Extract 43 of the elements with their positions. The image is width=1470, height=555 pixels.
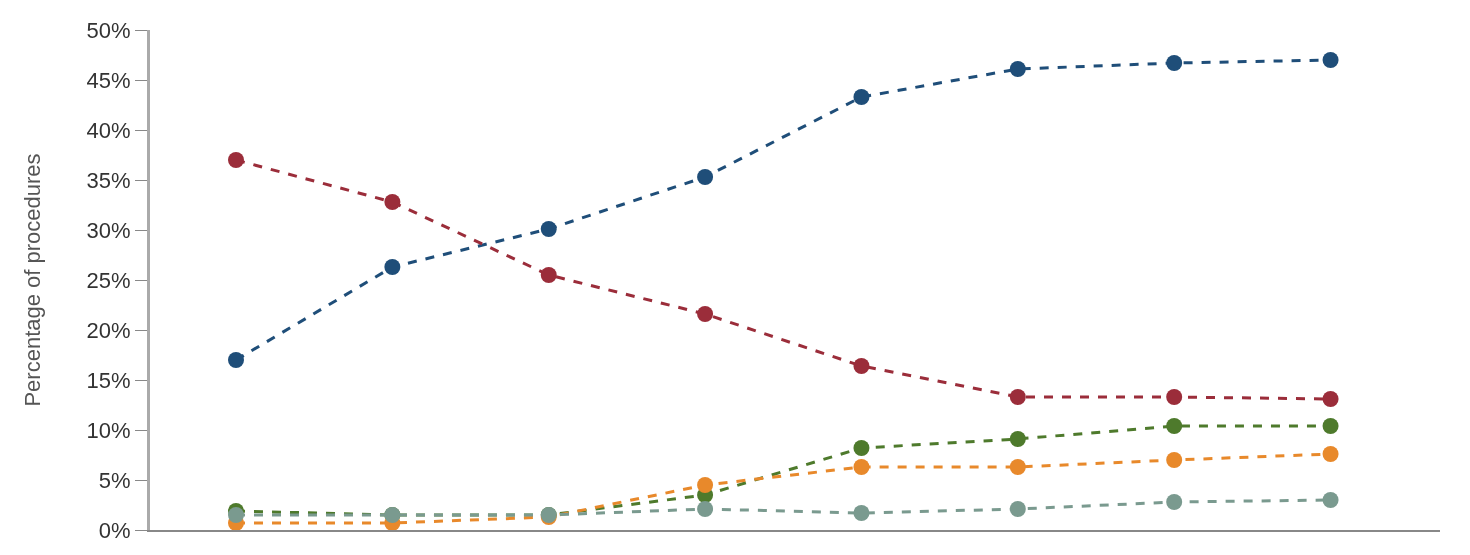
point [1009,61,1026,77]
point [228,152,244,168]
point [1166,418,1183,434]
point [1322,391,1339,407]
point [1322,492,1339,508]
y-tick-label: 15% [86,367,131,393]
point [853,459,870,475]
y-tick-label: 5% [98,467,131,493]
y-tick-label: 10% [86,417,131,443]
point [853,440,870,456]
point [228,352,244,368]
y-tick-label: 50% [86,17,131,43]
y-tick-label: 25% [86,267,131,293]
point [697,501,714,517]
point [228,507,244,523]
point [384,259,401,275]
y-tick-label: 35% [86,167,131,193]
y-tick-label: 30% [86,217,131,243]
y-axis-title: Percentage of procedures [20,153,46,407]
point [1322,446,1339,462]
point [1009,501,1026,517]
point [697,306,714,322]
y-tick-label: 40% [86,117,131,143]
point [1322,52,1339,68]
y-tick-label: 45% [86,67,131,93]
point [853,358,870,374]
point [384,194,401,210]
y-tick-label: 0% [98,517,131,543]
point [1009,389,1026,405]
point [1166,452,1183,468]
point [540,221,557,237]
y-tick-label: 20% [86,317,131,343]
point [697,169,714,185]
point [1322,418,1339,434]
point [1009,431,1026,447]
point [1166,494,1183,510]
point [853,505,870,521]
point [1166,55,1183,71]
point [1009,459,1026,475]
point [697,477,714,493]
point [540,267,557,283]
point [853,89,870,105]
point [1166,389,1183,405]
